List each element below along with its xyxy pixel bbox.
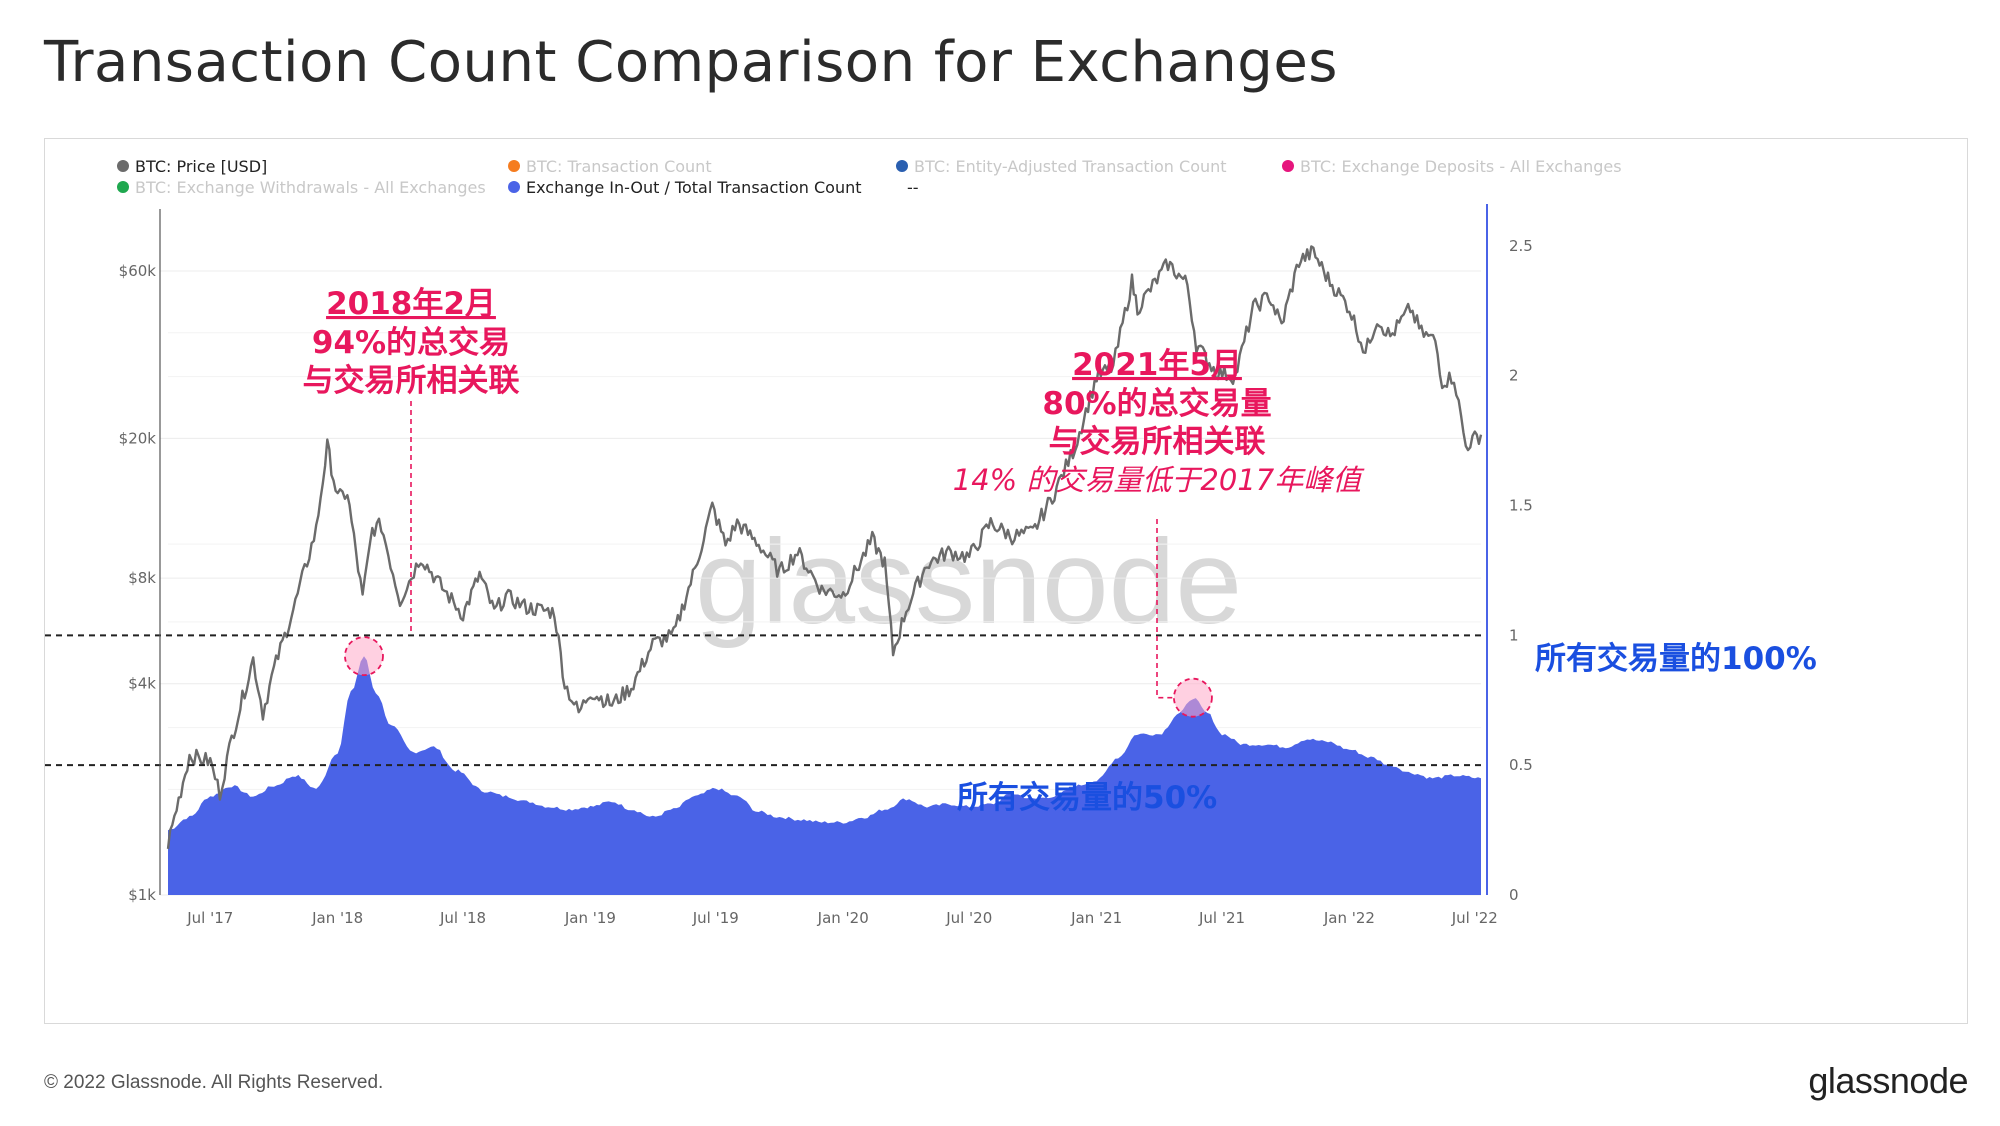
footer-logo: glassnode: [1808, 1060, 1968, 1101]
y-right-tick-label: 1.5: [1509, 497, 1533, 515]
x-tick-label: Jul '20: [945, 909, 992, 927]
legend-item-exchange-deposits[interactable]: BTC: Exchange Deposits - All Exchanges: [1282, 157, 1622, 176]
page-title: Transaction Count Comparison for Exchang…: [44, 30, 1338, 95]
y-right-tick-label: 0: [1509, 886, 1519, 904]
x-tick-label: Jul '18: [439, 909, 486, 927]
price-series: [166, 245, 1483, 850]
annotation-may2021-line1: 80%的总交易量: [1042, 386, 1271, 422]
annotations: 2018年2月 94%的总交易 与交易所相关联 2021年5月 80%的总交易量…: [303, 286, 1817, 816]
legend-item-entity-adjusted[interactable]: BTC: Entity-Adjusted Transaction Count: [896, 157, 1227, 176]
chart-svg: BTC: Price [USD] BTC: Transaction Count …: [45, 157, 1817, 927]
chart-panel: BTC: Price [USD] BTC: Transaction Count …: [44, 138, 1968, 1024]
y-right-tick-label: 2.5: [1509, 237, 1533, 255]
y-left-tick-label: $60k: [119, 262, 157, 280]
x-tick-label: Jan '18: [311, 909, 363, 927]
annotation-may2021-date: 2021年5月: [1072, 347, 1242, 383]
x-tick-label: Jan '22: [1323, 909, 1375, 927]
x-tick-label: Jan '20: [817, 909, 869, 927]
x-tick-label: Jul '19: [692, 909, 739, 927]
y-right-tick-label: 1: [1509, 626, 1519, 644]
area-series: [168, 656, 1481, 895]
legend-dot-icon: [1282, 160, 1294, 172]
legend-label: BTC: Exchange Deposits - All Exchanges: [1300, 157, 1622, 176]
reference-lines: [45, 634, 1487, 767]
annotation-may2021-line3: 14% 的交易量低于2017年峰值: [953, 463, 1365, 497]
legend-item-transaction-count[interactable]: BTC: Transaction Count: [508, 157, 712, 176]
annotation-ref100-label: 所有交易量的100%: [1535, 641, 1817, 677]
x-tick-label: Jul '21: [1198, 909, 1245, 927]
watermark: glassnode: [695, 515, 1242, 649]
legend-label: BTC: Exchange Withdrawals - All Exchange…: [135, 178, 486, 197]
annotation-feb2018-line2: 与交易所相关联: [303, 363, 520, 399]
highlight-circle-may2021: [1173, 677, 1213, 718]
legend-dot-icon: [117, 181, 129, 193]
legend-label: BTC: Price [USD]: [135, 157, 267, 176]
legend-label: BTC: Entity-Adjusted Transaction Count: [914, 157, 1227, 176]
legend-dot-icon: [508, 181, 520, 193]
y-right-tick-label: 0.5: [1509, 756, 1533, 774]
y-right-tick-label: 2: [1509, 367, 1519, 385]
footer-copyright: © 2022 Glassnode. All Rights Reserved.: [44, 1072, 384, 1093]
legend: BTC: Price [USD] BTC: Transaction Count …: [117, 157, 1622, 197]
y-left-tick-label: $1k: [128, 886, 156, 904]
area-fill: [168, 656, 1481, 895]
annotation-connector-may2021: [1156, 519, 1173, 699]
legend-item-dash[interactable]: --: [907, 178, 919, 197]
y-left-tick-label: $8k: [128, 569, 156, 587]
legend-dot-icon: [896, 160, 908, 172]
legend-item-exchange-withdrawals[interactable]: BTC: Exchange Withdrawals - All Exchange…: [117, 178, 486, 197]
legend-item-price[interactable]: BTC: Price [USD]: [117, 157, 267, 176]
axes: $1k $4k $8k $20k $60k 0 0.5 1 1.5 2 2.5 Jul '17 Jan …: [119, 204, 1533, 927]
legend-label: --: [907, 178, 919, 197]
legend-dot-icon: [508, 160, 520, 172]
price-line: [166, 245, 1483, 850]
annotation-feb2018-date: 2018年2月: [326, 286, 496, 322]
x-tick-label: Jul '17: [186, 909, 233, 927]
legend-dot-icon: [117, 160, 129, 172]
highlight-circle-feb2018: [344, 636, 384, 677]
x-tick-label: Jan '21: [1070, 909, 1122, 927]
y-left-tick-label: $4k: [128, 675, 156, 693]
legend-item-in-out-ratio[interactable]: Exchange In-Out / Total Transaction Coun…: [508, 178, 862, 197]
annotation-ref50-label: 所有交易量的50%: [957, 780, 1217, 816]
legend-label: BTC: Transaction Count: [526, 157, 712, 176]
x-tick-label: Jul '22: [1451, 909, 1498, 927]
x-tick-label: Jan '19: [564, 909, 616, 927]
annotation-feb2018-line1: 94%的总交易: [312, 325, 510, 361]
legend-label: Exchange In-Out / Total Transaction Coun…: [526, 178, 862, 197]
annotation-may2021-line2: 与交易所相关联: [1049, 424, 1266, 460]
y-left-tick-label: $20k: [119, 429, 157, 447]
